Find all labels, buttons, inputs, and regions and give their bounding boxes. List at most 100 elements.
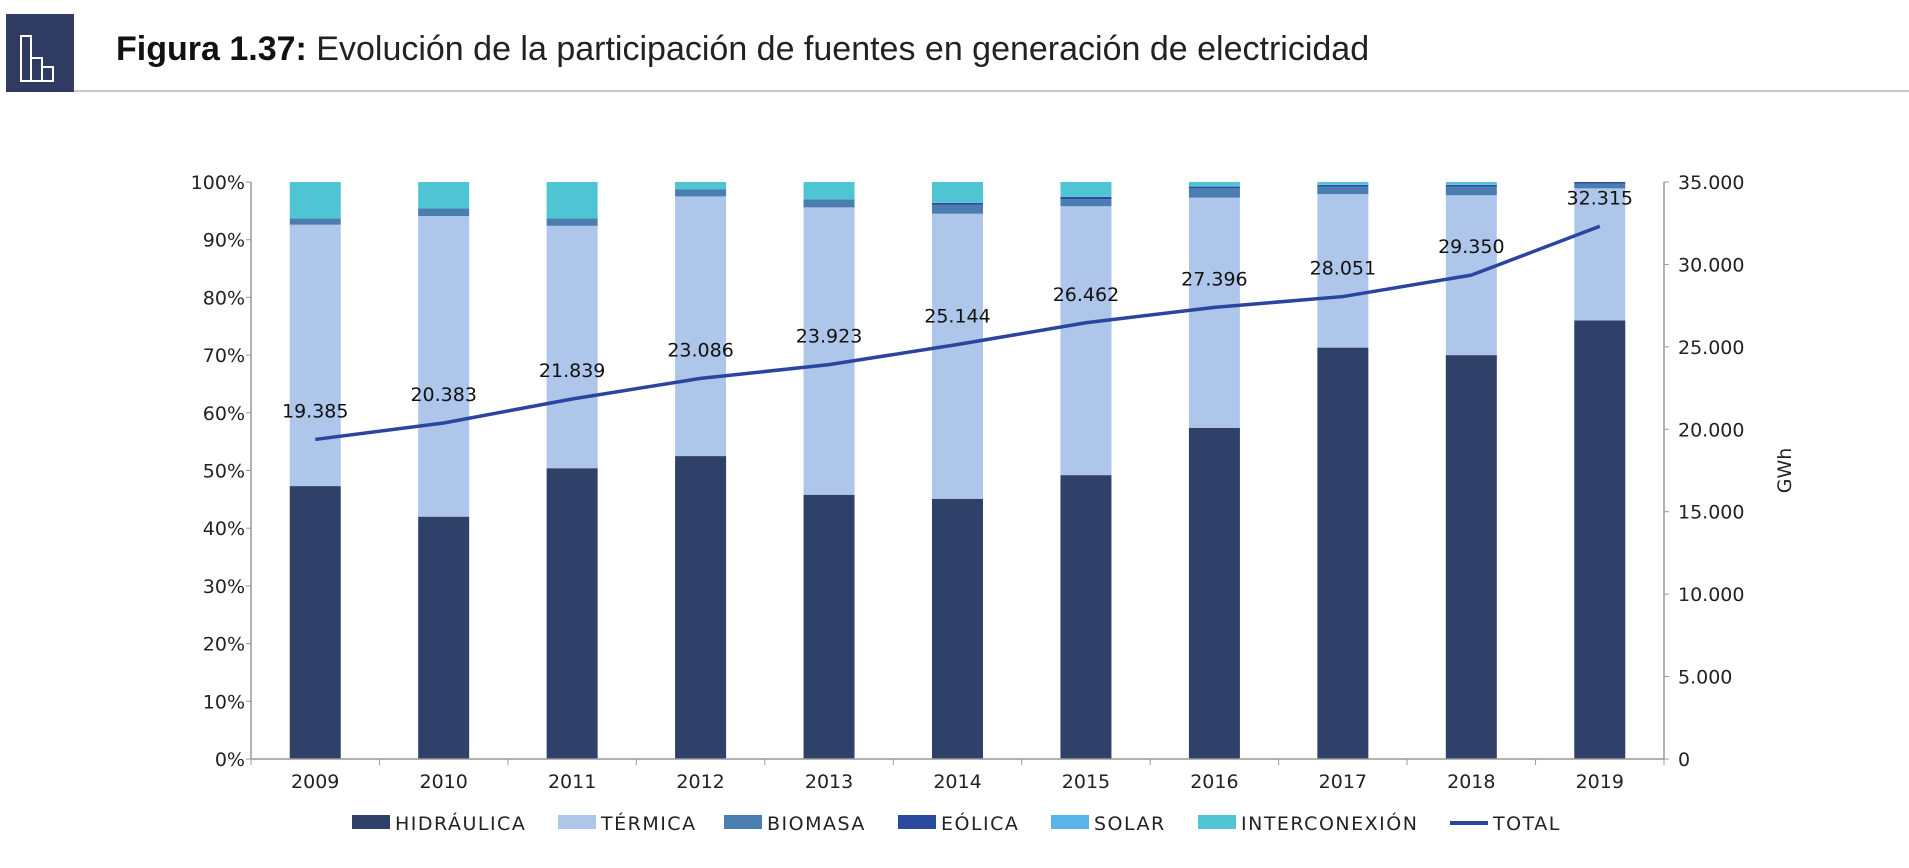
bar-segment-hidráulica	[803, 494, 855, 759]
left-tick-label: 20%	[203, 634, 245, 656]
right-tick-label: 0	[1678, 749, 1690, 771]
right-tick-label: 10.000	[1678, 584, 1744, 606]
bar-segment-biomasa	[803, 199, 855, 208]
bar-segment-interconexión	[289, 182, 341, 219]
bar-segment-biomasa	[546, 218, 598, 226]
total-data-label: 28.051	[1310, 258, 1376, 280]
total-data-label: 23.086	[667, 339, 733, 361]
bar-segment-térmica	[289, 224, 341, 487]
bar-segment-eólica	[1060, 197, 1112, 200]
total-data-label: 32.315	[1567, 187, 1633, 209]
x-tick-label: 2018	[1447, 771, 1495, 793]
x-tick-label: 2009	[291, 771, 339, 793]
x-tick-label: 2013	[805, 771, 853, 793]
bar-segment-interconexión	[1060, 182, 1112, 197]
legend-swatch-térmica	[558, 815, 596, 829]
bar-segment-térmica	[1060, 206, 1112, 476]
bar-segment-eólica	[1445, 184, 1497, 187]
legend-swatch-interconexión	[1198, 815, 1236, 829]
bar-segment-térmica	[1188, 197, 1240, 428]
total-data-label: 29.350	[1438, 236, 1504, 258]
x-tick-label: 2012	[676, 771, 724, 793]
bar-segment-hidráulica	[1188, 427, 1240, 759]
bar-segment-biomasa	[675, 189, 727, 197]
left-tick-label: 70%	[203, 345, 245, 367]
left-tick-label: 90%	[203, 230, 245, 252]
left-tick-label: 30%	[203, 576, 245, 598]
bar-segment-biomasa	[418, 208, 470, 217]
bar-segment-hidráulica	[1317, 347, 1369, 759]
x-tick-label: 2019	[1576, 771, 1624, 793]
right-tick-label: 20.000	[1678, 419, 1744, 441]
x-tick-label: 2016	[1190, 771, 1238, 793]
left-tick-label: 60%	[203, 403, 245, 425]
total-data-label: 25.144	[924, 305, 990, 327]
legend-swatch-hidráulica	[352, 815, 390, 829]
bar-segment-hidráulica	[675, 456, 727, 759]
bar-segment-solar	[1060, 196, 1112, 198]
page-title: Figura 1.37: Evolución de la participaci…	[116, 30, 1369, 69]
bar-segment-eólica	[1188, 186, 1240, 189]
bar-segment-biomasa	[1574, 183, 1626, 189]
legend-label: EÓLICA	[941, 811, 1019, 835]
bar-segment-hidráulica	[418, 516, 470, 759]
bar-segment-hidráulica	[932, 498, 983, 759]
bar-chart-icon	[6, 14, 74, 92]
total-data-label: 19.385	[282, 400, 348, 422]
bar-segment-térmica	[1317, 194, 1369, 348]
left-tick-label: 0%	[215, 749, 245, 771]
bar-segment-interconexión	[675, 182, 727, 190]
title-divider	[74, 90, 1909, 92]
legend-label: BIOMASA	[767, 813, 866, 835]
right-axis-title: GWh	[1774, 448, 1796, 494]
legend-swatch-solar	[1051, 815, 1089, 829]
left-tick-label: 10%	[203, 691, 245, 713]
bar-segment-solar	[932, 202, 983, 203]
total-data-label: 26.462	[1053, 284, 1119, 306]
bar-segment-eólica	[1574, 182, 1626, 184]
bar-segment-térmica	[418, 216, 470, 517]
left-tick-label: 40%	[203, 518, 245, 540]
bar-segment-solar	[1317, 184, 1369, 185]
x-tick-label: 2014	[933, 771, 981, 793]
figure-title: Evolución de la participación de fuentes…	[316, 30, 1370, 68]
right-tick-label: 15.000	[1678, 502, 1744, 524]
total-data-label: 20.383	[410, 384, 476, 406]
x-tick-label: 2011	[548, 771, 596, 793]
figure-label: Figura 1.37:	[116, 30, 307, 68]
bar-segment-hidráulica	[546, 468, 598, 759]
bar-segment-hidráulica	[1445, 355, 1497, 759]
bar-segment-térmica	[803, 207, 855, 495]
bar-segment-interconexión	[1317, 182, 1369, 185]
bar-segment-térmica	[932, 213, 983, 499]
bar-segment-interconexión	[546, 182, 598, 219]
left-tick-label: 80%	[203, 287, 245, 309]
legend-swatch-biomasa	[724, 815, 762, 829]
bar-segment-biomasa	[1060, 199, 1112, 207]
bar-segment-eólica	[932, 202, 983, 205]
bar-segment-interconexión	[418, 182, 470, 209]
total-data-label: 27.396	[1181, 268, 1247, 290]
bar-segment-hidráulica	[1574, 320, 1626, 759]
bar-segment-interconexión	[1188, 182, 1240, 187]
right-tick-label: 25.000	[1678, 337, 1744, 359]
total-line	[315, 224, 1601, 442]
right-tick-label: 35.000	[1678, 172, 1744, 194]
legend-label: TÉRMICA	[600, 812, 697, 835]
bar-segment-biomasa	[1445, 186, 1497, 196]
x-tick-label: 2015	[1062, 771, 1110, 793]
x-tick-label: 2017	[1319, 771, 1367, 793]
bar-segment-interconexión	[932, 182, 983, 203]
legend-label: SOLAR	[1094, 813, 1166, 835]
bar-segment-interconexión	[1445, 182, 1497, 185]
right-tick-label: 5.000	[1678, 667, 1732, 689]
bar-segment-biomasa	[1317, 186, 1369, 195]
legend-swatch-total	[1450, 821, 1488, 825]
bar-segment-térmica	[1574, 188, 1626, 321]
bar-segment-solar	[1188, 186, 1240, 187]
bar-segment-hidráulica	[289, 486, 341, 759]
bar-segment-eólica	[1317, 184, 1369, 187]
total-data-label: 23.923	[796, 326, 862, 348]
bar-segment-biomasa	[1188, 188, 1240, 198]
